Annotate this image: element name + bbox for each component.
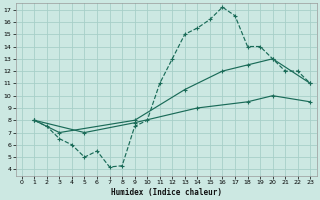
X-axis label: Humidex (Indice chaleur): Humidex (Indice chaleur)	[110, 188, 221, 197]
